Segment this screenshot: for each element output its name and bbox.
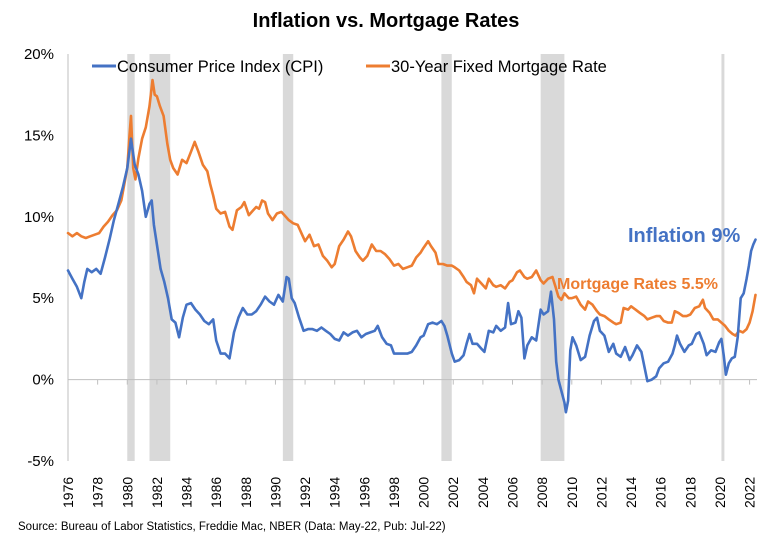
x-tick-label: 1976 bbox=[60, 477, 76, 508]
annotation-mortgage: Mortgage Rates 5.5% bbox=[557, 276, 718, 293]
x-tick-label: 1998 bbox=[386, 477, 402, 508]
x-tick-label: 1980 bbox=[119, 477, 135, 508]
recession-band-0 bbox=[127, 54, 135, 461]
x-tick-label: 2018 bbox=[682, 477, 698, 508]
y-tick-label: 10% bbox=[24, 209, 54, 226]
x-tick-label: 2000 bbox=[416, 477, 432, 508]
y-tick-label: 5% bbox=[32, 290, 54, 307]
x-tick-label: 1990 bbox=[267, 477, 283, 508]
x-tick-label: 2014 bbox=[623, 477, 639, 508]
x-tick-label: 1994 bbox=[327, 477, 343, 508]
series-line-cpi bbox=[66, 137, 757, 414]
legend: Consumer Price Index (CPI) 30-Year Fixed… bbox=[92, 58, 607, 76]
recession-band-5 bbox=[721, 54, 725, 461]
x-tick-label: 1992 bbox=[297, 477, 313, 508]
chart-title: Inflation vs. Mortgage Rates bbox=[252, 10, 520, 32]
x-tick-label: 1986 bbox=[208, 477, 224, 508]
y-tick-label: -5% bbox=[27, 453, 54, 470]
x-tick-label: 2008 bbox=[534, 477, 550, 508]
x-tick-label: 2002 bbox=[445, 477, 461, 508]
legend-label-cpi: Consumer Price Index (CPI) bbox=[117, 58, 323, 76]
recession-band-4 bbox=[540, 54, 565, 461]
axes: 20% 15% 10% 5% 0% -5% 1976 1978 1980 1982 1984 1986… bbox=[24, 46, 758, 508]
x-tick-label: 1978 bbox=[90, 477, 106, 508]
x-tick-label: 2006 bbox=[505, 477, 521, 508]
x-tick-label: 2022 bbox=[742, 477, 758, 508]
x-tick-label: 2004 bbox=[475, 477, 491, 508]
x-tick-label: 1988 bbox=[238, 477, 254, 508]
recession-bands bbox=[127, 54, 725, 461]
x-tick-label: 2020 bbox=[712, 477, 728, 508]
series-lines bbox=[66, 78, 757, 414]
x-tick-label: 2016 bbox=[653, 477, 669, 508]
recession-band-3 bbox=[441, 54, 452, 461]
series-line-mortgage bbox=[66, 78, 757, 337]
y-tick-label: 15% bbox=[24, 127, 54, 144]
x-tick-label: 1984 bbox=[179, 477, 195, 508]
y-tick-label: 0% bbox=[32, 372, 54, 389]
annotation-inflation: Inflation 9% bbox=[628, 225, 740, 247]
x-tick-label: 1982 bbox=[149, 477, 165, 508]
x-tick-label: 2010 bbox=[564, 477, 580, 508]
y-tick-label: 20% bbox=[24, 46, 54, 63]
legend-label-mortgage: 30-Year Fixed Mortgage Rate bbox=[391, 58, 607, 76]
x-tick-label: 2012 bbox=[593, 477, 609, 508]
recession-band-2 bbox=[282, 54, 294, 461]
x-tick-label: 1996 bbox=[356, 477, 372, 508]
source-note: Source: Bureau of Labor Statistics, Fred… bbox=[18, 521, 446, 533]
